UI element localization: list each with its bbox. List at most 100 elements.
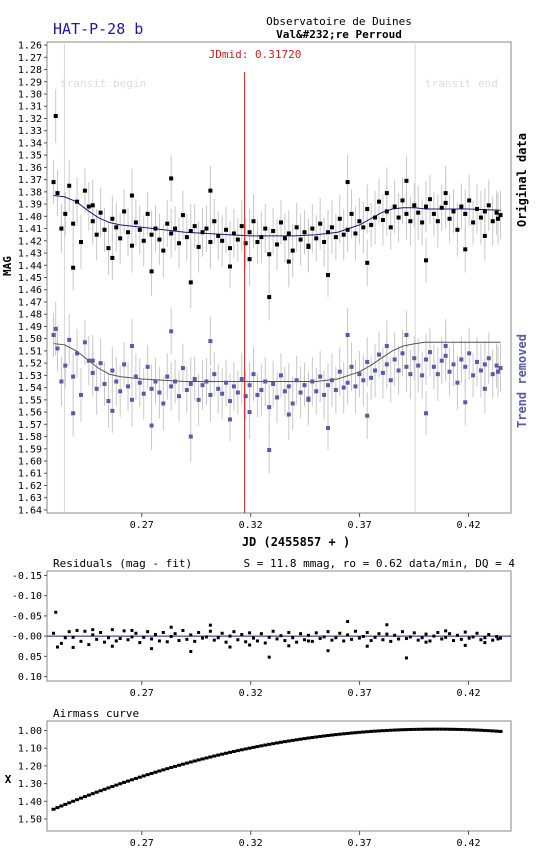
- residual-point: [334, 636, 338, 640]
- original-data-point: [435, 219, 440, 224]
- trend-data-point: [141, 391, 146, 396]
- trend-data-point: [267, 447, 272, 452]
- residual-point: [326, 630, 330, 634]
- trend-data-point: [71, 374, 76, 379]
- residual-point: [299, 632, 303, 636]
- airmass-point: [94, 790, 99, 794]
- trend-data-point: [349, 364, 354, 369]
- residual-point: [463, 630, 467, 634]
- main-plot-frame: [46, 41, 512, 514]
- residuals-y-tick-label: -0.10: [12, 591, 42, 602]
- main-y-tick-label: 1.46: [18, 285, 42, 296]
- original-data-point: [157, 237, 162, 242]
- original-data-point: [75, 199, 80, 204]
- original-data-point: [302, 230, 307, 235]
- trend-data-point: [384, 344, 389, 349]
- trend-data-point: [177, 394, 182, 399]
- main-x-tick-label: 0.27: [130, 520, 154, 531]
- airmass-plot-frame: [46, 720, 512, 832]
- trend-data-point: [188, 381, 193, 386]
- airmass-point: [376, 729, 381, 733]
- trend-data-point: [227, 417, 232, 422]
- residual-point: [150, 647, 154, 651]
- original-data-point: [102, 227, 107, 232]
- trend-data-point: [298, 390, 303, 395]
- original-data-point: [278, 220, 283, 225]
- trend-data-point: [420, 373, 425, 378]
- residuals-plot-frame: [46, 570, 512, 682]
- airmass-point: [227, 750, 232, 754]
- airmass-point: [349, 731, 354, 735]
- airmass-point: [275, 741, 280, 745]
- original-data-point: [224, 227, 229, 232]
- residual-point: [228, 634, 232, 638]
- trend-data-point: [384, 362, 389, 367]
- original-data-point: [471, 220, 476, 225]
- original-data-point: [376, 199, 381, 204]
- original-data-point: [498, 213, 503, 218]
- trend-data-point: [102, 381, 107, 386]
- residual-point: [126, 638, 130, 642]
- trend-data-point: [243, 394, 248, 399]
- main-y-tick-label: 1.44: [18, 261, 42, 272]
- trend-data-point: [412, 356, 417, 361]
- airmass-point: [486, 729, 491, 733]
- airmass-point: [290, 738, 295, 742]
- trend-data-point: [75, 351, 80, 356]
- trend-data-point: [133, 374, 138, 379]
- trend-data-point: [212, 372, 217, 377]
- residual-point: [161, 630, 165, 634]
- original-data-point: [306, 244, 311, 249]
- residual-point: [483, 641, 487, 645]
- main-y-tick-label: 1.37: [18, 175, 42, 186]
- trend-data-point: [98, 361, 103, 366]
- airmass-point: [251, 745, 256, 749]
- main-y-tick-label: 1.54: [18, 383, 42, 394]
- original-data-point: [149, 232, 154, 237]
- original-data-point: [55, 191, 60, 196]
- original-data-point: [388, 225, 393, 230]
- original-data-point: [177, 241, 182, 246]
- airmass-point: [369, 729, 374, 733]
- airmass-point: [424, 727, 429, 731]
- residual-point: [248, 631, 252, 635]
- original-data-point: [129, 243, 134, 248]
- original-data-point: [326, 230, 331, 235]
- airmass-point: [106, 786, 111, 790]
- original-data-point: [298, 237, 303, 242]
- airmass-point: [78, 796, 83, 800]
- residual-point: [118, 637, 122, 641]
- airmass-point: [224, 751, 229, 755]
- trend-data-point: [326, 383, 331, 388]
- original-data-point: [71, 221, 76, 226]
- residual-point: [63, 636, 67, 640]
- residual-point: [267, 635, 271, 639]
- original-data-point: [451, 209, 456, 214]
- trend-data-point: [318, 374, 323, 379]
- original-data-point: [263, 226, 268, 231]
- residual-point: [122, 629, 126, 633]
- residual-point: [491, 638, 495, 642]
- residual-point: [408, 635, 412, 639]
- trend-data-point: [200, 383, 205, 388]
- airmass-point: [396, 728, 401, 732]
- residual-point: [322, 635, 326, 639]
- residual-point: [401, 630, 405, 634]
- y-axis-label-mag: MAG: [1, 256, 14, 276]
- original-data-point: [275, 242, 280, 247]
- residual-point: [259, 632, 263, 636]
- trend-data-point: [247, 410, 252, 415]
- airmass-point: [82, 795, 87, 799]
- airmass-point: [153, 770, 158, 774]
- residual-point: [197, 630, 201, 634]
- airmass-x-tick-label: 0.27: [130, 838, 154, 849]
- main-y-tick-label: 1.50: [18, 334, 42, 345]
- airmass-point: [196, 758, 201, 762]
- original-data-point: [326, 273, 331, 278]
- airmass-point: [380, 729, 385, 733]
- residual-point: [142, 635, 146, 639]
- airmass-point: [286, 739, 291, 743]
- airmass-point: [384, 728, 389, 732]
- residual-point: [463, 643, 467, 647]
- original-data-point: [384, 191, 389, 196]
